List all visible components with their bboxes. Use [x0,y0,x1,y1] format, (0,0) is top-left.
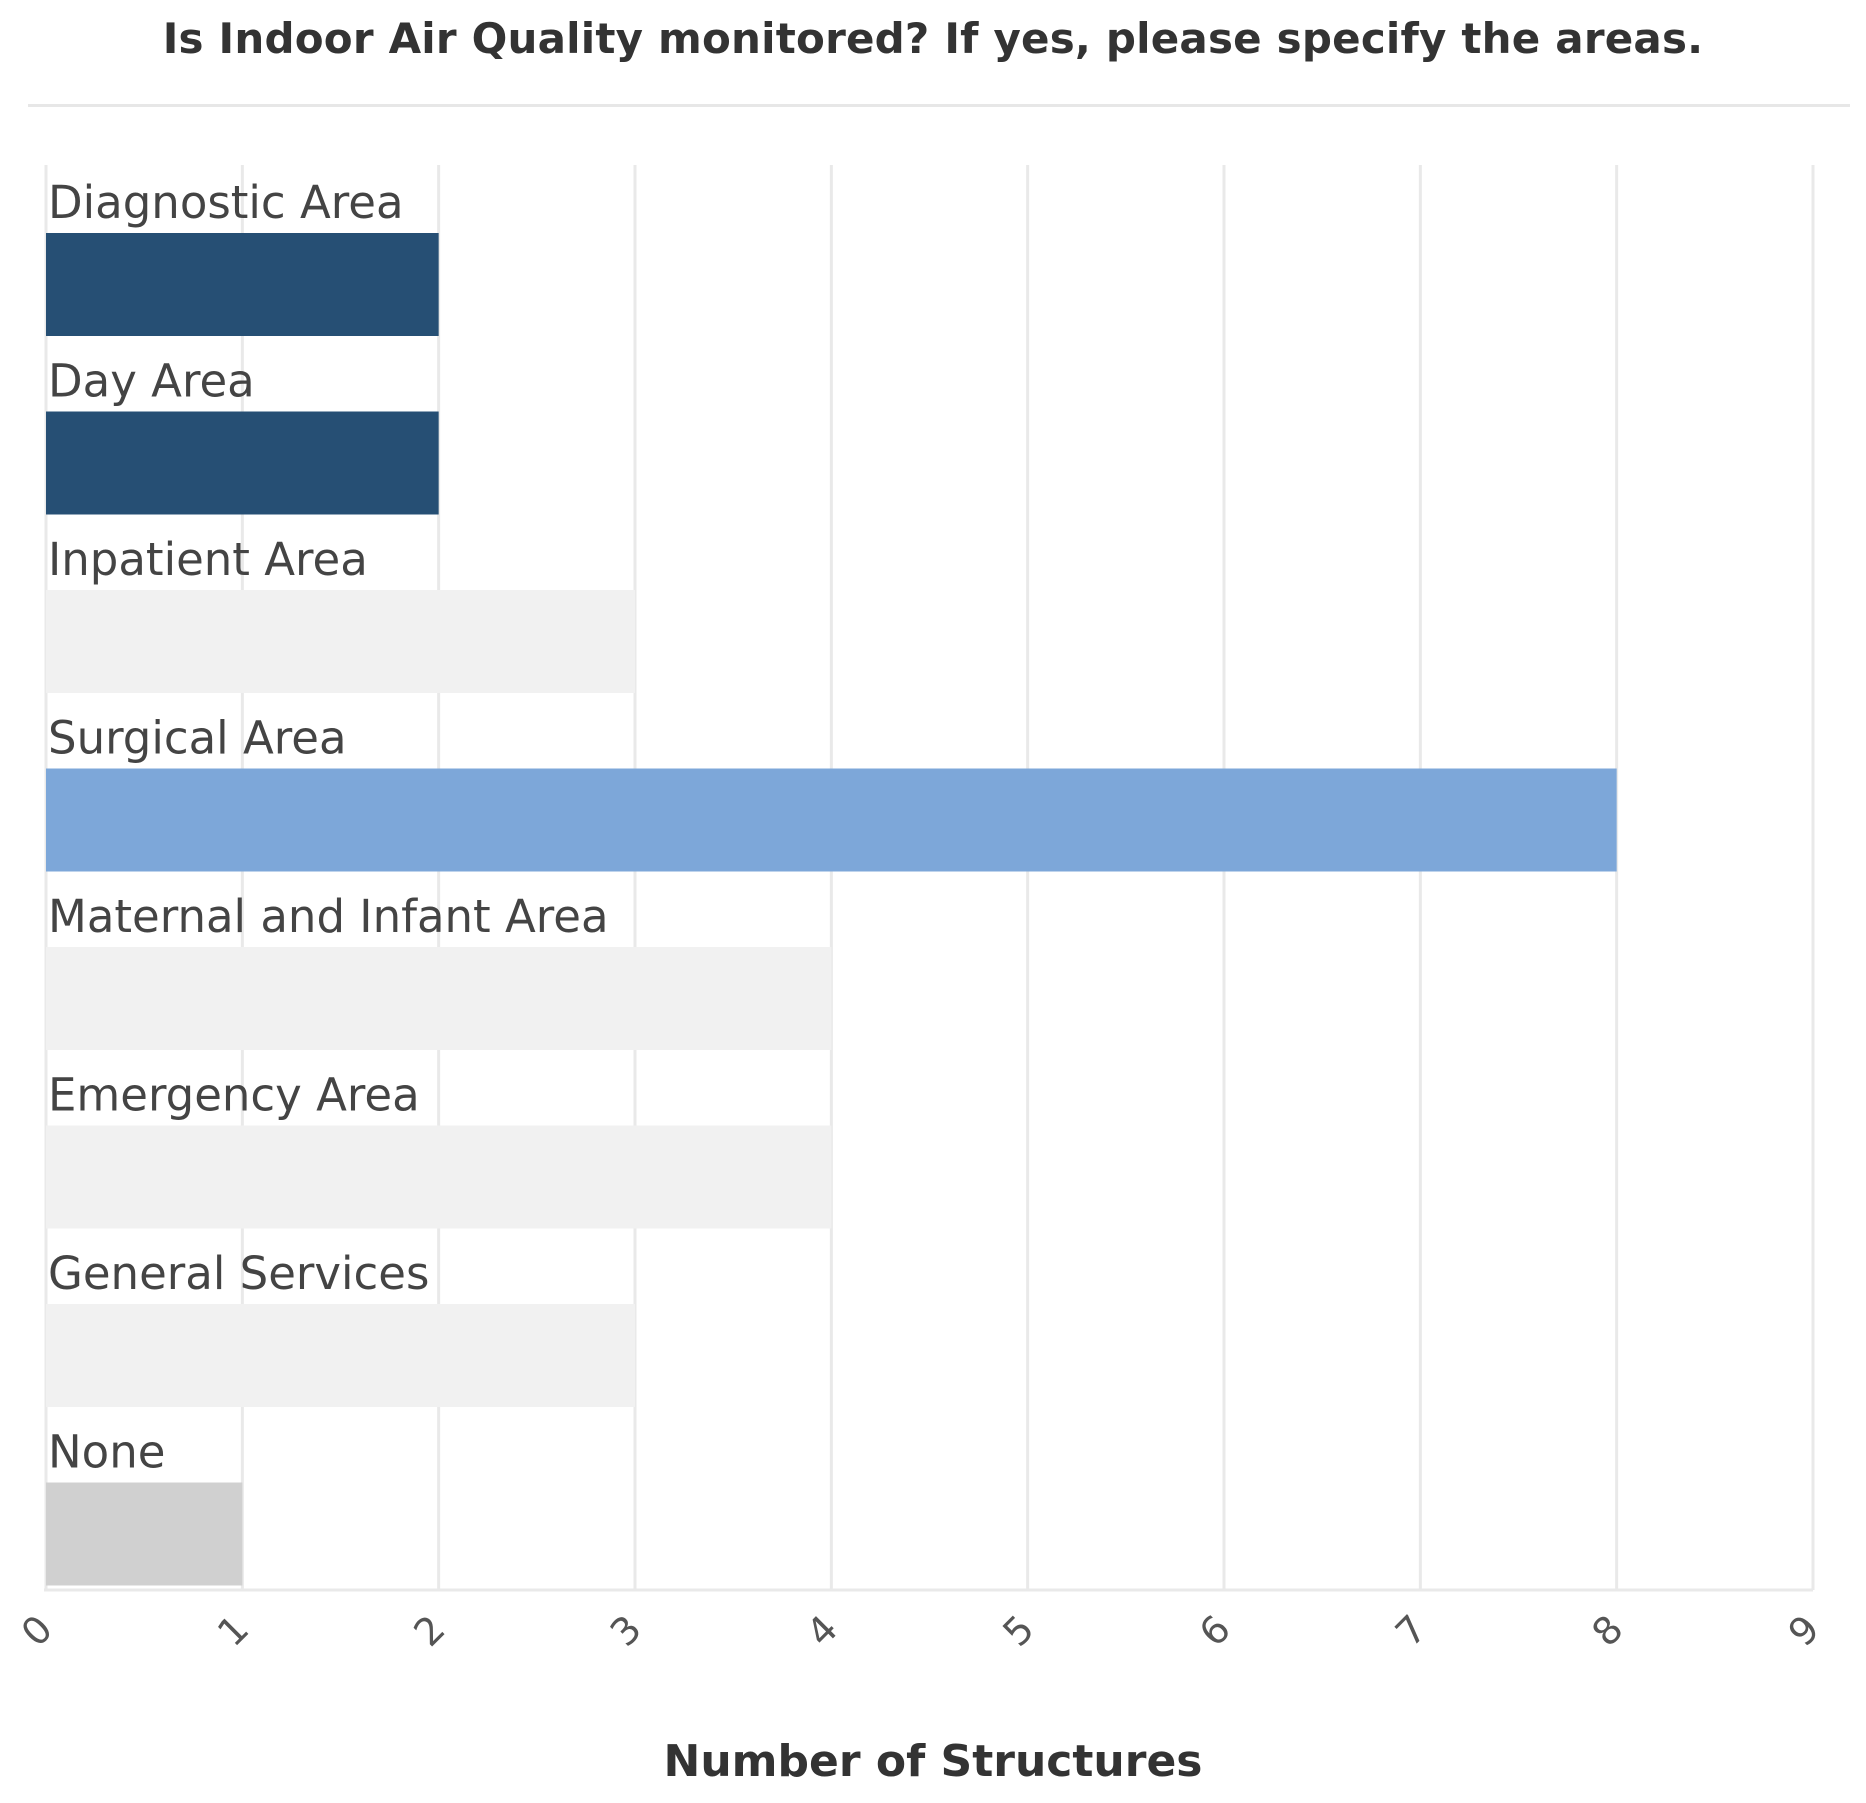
bars [46,233,1617,1586]
bar [46,768,1617,872]
x-tick-label: 6 [1191,1607,1239,1655]
category-label: Day Area [48,355,255,408]
x-tick-label: 5 [994,1607,1042,1655]
x-tick-labels: 0 1 2 3 4 5 6 7 8 9 [13,1607,1828,1655]
category-labels: Diagnostic Area Day Area Inpatient Area Sur… [48,176,609,1479]
category-label: Maternal and Infant Area [48,890,609,943]
bar [46,233,439,336]
x-axis-title: Number of Structures [664,1736,1203,1787]
bar [46,1125,832,1229]
category-label: Diagnostic Area [48,176,404,229]
category-label: None [48,1426,165,1479]
chart-title: Is Indoor Air Quality monitored? If yes,… [162,14,1704,63]
category-label: Inpatient Area [48,533,368,586]
x-tick-label: 2 [405,1607,453,1655]
bar [46,1482,243,1586]
bar [46,947,832,1050]
bar [46,1304,635,1407]
bar [46,411,439,515]
bar [46,590,635,693]
category-label: General Services [48,1247,429,1300]
category-label: Emergency Area [48,1069,420,1122]
title-divider [28,104,1850,107]
x-tick-label: 4 [798,1607,846,1655]
x-tick-label: 8 [1583,1607,1631,1655]
x-tick-label: 3 [602,1607,650,1655]
x-tick-label: 1 [209,1607,257,1655]
category-label: Surgical Area [48,712,347,765]
x-tick-label: 7 [1387,1607,1435,1655]
x-tick-label: 9 [1780,1607,1828,1655]
x-tick-label: 0 [13,1607,61,1655]
